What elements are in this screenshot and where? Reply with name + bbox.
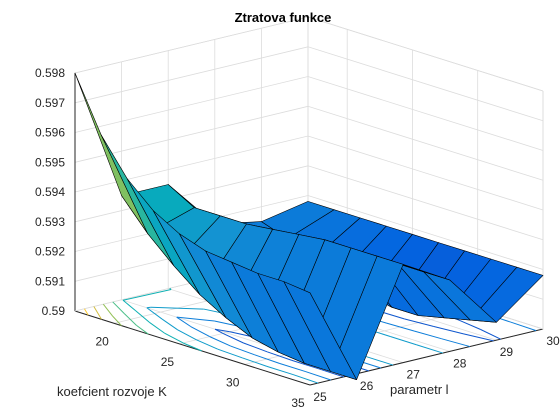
axes-edge <box>307 16 544 92</box>
contour-segment <box>209 336 231 347</box>
z-tick-label: 0.596 <box>35 126 65 140</box>
contour-segment <box>305 371 332 381</box>
contour-segment <box>390 336 417 346</box>
x-tick-label: 20 <box>95 334 109 348</box>
y-tick-label: 25 <box>313 390 327 404</box>
contour-segment <box>93 306 102 320</box>
contour-segment <box>146 307 163 320</box>
axes-edge <box>74 16 309 74</box>
z-tick-label: 0.594 <box>35 185 65 199</box>
contour-segment <box>123 313 137 326</box>
contour-segment <box>190 326 210 338</box>
contour-segment <box>112 301 125 314</box>
contour-segment <box>366 356 394 366</box>
contour-segment <box>169 287 172 290</box>
surface-mesh <box>74 72 544 381</box>
axes-edge <box>74 310 311 386</box>
contour-segment <box>386 322 415 332</box>
tick-labels: 0.59 0.591 0.592 0.593 0.594 0.595 0.596 0.597 0… <box>35 66 560 410</box>
contour-segment <box>279 362 306 373</box>
contour-segment <box>416 344 444 354</box>
x-tick-label: 35 <box>291 396 305 410</box>
contour-segment <box>164 332 184 344</box>
contour-segment <box>84 308 89 316</box>
contour-segment <box>214 328 230 333</box>
z-tick-label: 0.595 <box>35 155 65 169</box>
contour-segment <box>291 359 319 370</box>
contour-segment <box>112 316 122 326</box>
contour-segment <box>176 316 192 328</box>
contour-segment <box>135 310 150 323</box>
contour-segment <box>433 325 464 335</box>
contour-segment <box>148 321 165 334</box>
contour-segment <box>136 324 149 335</box>
z-tick-label: 0.598 <box>35 66 65 80</box>
contour-segment <box>242 357 268 367</box>
y-tick-label: 30 <box>546 334 560 348</box>
contour-segment <box>122 289 172 301</box>
contour-segment <box>266 351 293 361</box>
z-tick-label: 0.592 <box>35 245 65 259</box>
contour-segment <box>266 365 294 376</box>
contour-segment <box>243 342 268 353</box>
y-tick-label: 29 <box>500 345 514 359</box>
contour-segment <box>182 342 202 352</box>
contour-segment <box>217 348 243 359</box>
x-tick-label: 25 <box>161 355 175 369</box>
z-tick-label: 0.593 <box>35 215 65 229</box>
contour-segment <box>480 329 501 340</box>
contour-segment <box>317 368 344 378</box>
y-tick-label: 27 <box>407 368 421 382</box>
contour-segment <box>413 330 442 340</box>
contour-segment <box>254 354 280 364</box>
z-tick-label: 0.591 <box>35 274 65 288</box>
contour-segment <box>458 319 481 330</box>
y-tick-label: 26 <box>360 379 374 393</box>
contour-segment <box>222 332 244 344</box>
contour-segment <box>150 306 204 310</box>
contour-segment <box>462 333 494 342</box>
contour-segment <box>230 345 255 356</box>
contour-segment <box>122 299 137 312</box>
contour-segment <box>510 321 537 332</box>
z-tick-label: 0.597 <box>35 96 65 110</box>
contour-segment <box>404 318 434 327</box>
contour-segment <box>441 338 471 348</box>
contour-segment <box>196 339 218 350</box>
y-axis-label: parametr l <box>390 382 449 397</box>
x-tick-label: 30 <box>226 375 240 389</box>
y-tick-label: 28 <box>453 356 467 370</box>
contour-segment <box>177 329 197 341</box>
surface-patch <box>283 281 357 381</box>
x-axis-label: koefcient rozvoje K <box>57 384 167 399</box>
contour-segment <box>102 303 114 317</box>
contour-segment <box>292 374 319 384</box>
contour-segment <box>176 316 215 322</box>
contour-segment <box>161 318 178 331</box>
z-tick-label: 0.59 <box>42 304 66 318</box>
chart-title: Ztratova funkce <box>235 10 332 25</box>
